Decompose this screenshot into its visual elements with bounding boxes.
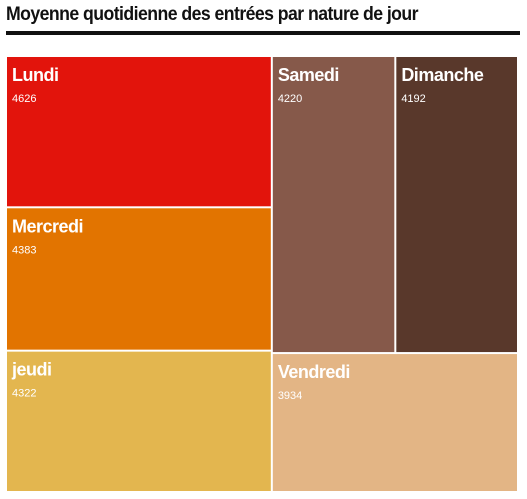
tile-value-dimanche: 4192 xyxy=(401,93,425,105)
tile-value-lundi: 4626 xyxy=(12,93,36,105)
tile-vendredi: Vendredi 3934 xyxy=(272,354,517,491)
tile-rect-samedi xyxy=(272,57,395,353)
chart-title: Moyenne quotidienne des entrées par natu… xyxy=(6,4,419,25)
tile-dimanche: Dimanche 4192 xyxy=(396,57,517,353)
tile-label-dimanche: Dimanche xyxy=(401,65,484,85)
tile-rect-mercredi xyxy=(7,208,271,350)
tile-label-mercredi: Mercredi xyxy=(12,216,83,236)
tile-rect-lundi xyxy=(7,57,271,207)
tile-rect-dimanche xyxy=(396,57,517,353)
title-underline xyxy=(6,31,520,35)
tile-rect-jeudi xyxy=(7,351,271,491)
tile-label-vendredi: Vendredi xyxy=(278,362,350,382)
tile-label-samedi: Samedi xyxy=(278,65,339,85)
tile-mercredi: Mercredi 4383 xyxy=(7,208,271,350)
tile-jeudi: jeudi 4322 xyxy=(7,351,271,491)
tile-label-jeudi: jeudi xyxy=(11,360,52,380)
tile-value-vendredi: 3934 xyxy=(278,390,302,402)
tile-value-jeudi: 4322 xyxy=(12,388,36,400)
tile-lundi: Lundi 4626 xyxy=(7,57,271,207)
tile-samedi: Samedi 4220 xyxy=(272,57,395,353)
tile-rect-vendredi xyxy=(272,354,517,491)
tile-label-lundi: Lundi xyxy=(12,65,58,85)
tile-value-samedi: 4220 xyxy=(278,93,302,105)
tile-value-mercredi: 4383 xyxy=(12,244,36,256)
